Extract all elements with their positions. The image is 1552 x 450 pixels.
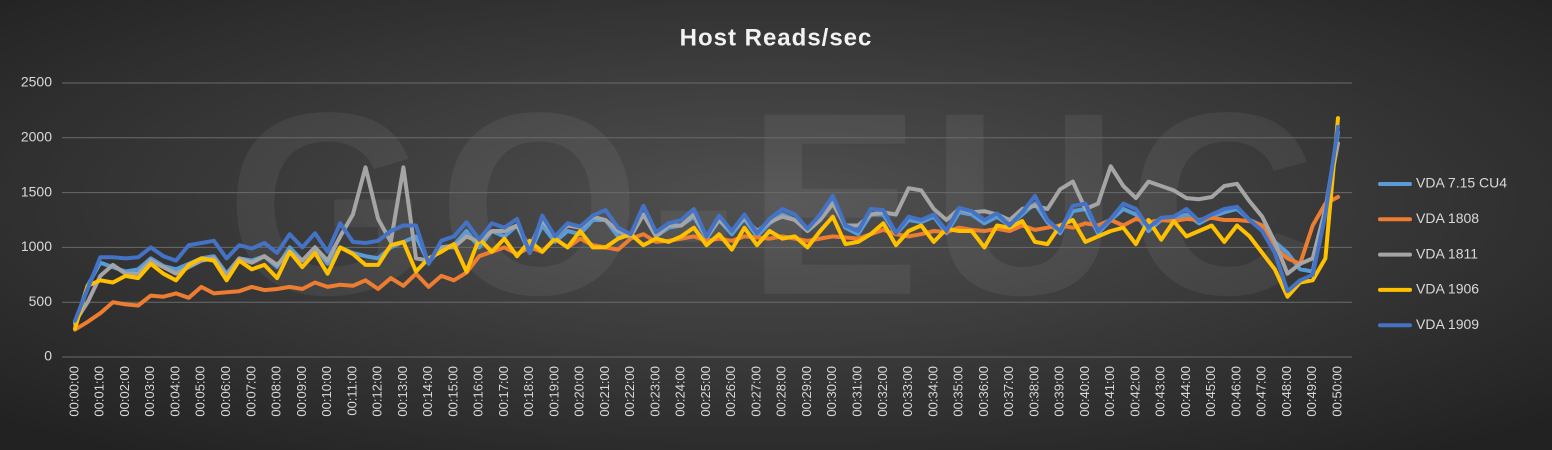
x-tick-label: 00:20:00: [572, 366, 587, 417]
x-tick-label: 00:39:00: [1052, 366, 1067, 417]
x-tick-label: 00:45:00: [1203, 366, 1218, 417]
x-tick-label: 00:50:00: [1329, 366, 1344, 417]
x-tick-label: 00:29:00: [799, 366, 814, 417]
x-tick-label: 00:30:00: [824, 366, 839, 417]
x-tick-label: 00:43:00: [1153, 366, 1168, 417]
legend-label: VDA 1808: [1416, 210, 1479, 226]
x-tick-label: 00:13:00: [395, 366, 410, 417]
x-tick-label: 00:03:00: [142, 366, 157, 417]
x-tick-label: 00:01:00: [92, 366, 107, 417]
x-tick-label: 00:00:00: [66, 366, 81, 417]
x-tick-label: 00:15:00: [445, 366, 460, 417]
x-tick-label: 00:38:00: [1026, 366, 1041, 417]
x-tick-label: 00:40:00: [1077, 366, 1092, 417]
x-tick-label: 00:12:00: [370, 366, 385, 417]
x-tick-label: 00:41:00: [1102, 366, 1117, 417]
x-tick-label: 00:48:00: [1279, 366, 1294, 417]
series-line: [73, 124, 1340, 323]
legend-label: VDA 1909: [1416, 316, 1479, 332]
y-tick-label: 1000: [21, 238, 52, 254]
x-tick-label: 00:04:00: [167, 366, 182, 417]
watermark: GO-EUC: [226, 60, 1326, 350]
x-tick-label: 00:31:00: [849, 366, 864, 417]
x-tick-label: 00:18:00: [521, 366, 536, 417]
x-tick-label: 00:22:00: [622, 366, 637, 417]
legend-label: VDA 7.15 CU4: [1416, 175, 1507, 191]
x-tick-label: 00:44:00: [1178, 366, 1193, 417]
x-tick-label: 00:06:00: [218, 366, 233, 417]
x-tick-label: 00:33:00: [900, 366, 915, 417]
x-tick-label: 00:07:00: [243, 366, 258, 417]
legend-label: VDA 1906: [1416, 281, 1479, 297]
x-tick-label: 00:36:00: [976, 366, 991, 417]
x-tick-label: 00:21:00: [597, 366, 612, 417]
x-tick-label: 00:23:00: [647, 366, 662, 417]
x-tick-label: 00:08:00: [269, 366, 284, 417]
x-tick-label: 00:11:00: [344, 366, 359, 416]
y-tick-label: 2000: [21, 129, 52, 145]
x-tick-label: 00:35:00: [951, 366, 966, 417]
y-tick-label: 2500: [21, 74, 52, 90]
x-tick-label: 00:17:00: [496, 366, 511, 417]
y-tick-label: 1500: [21, 183, 52, 199]
x-tick-label: 00:25:00: [698, 366, 713, 417]
chart-title: Host Reads/sec: [680, 24, 873, 51]
legend-label: VDA 1811: [1416, 245, 1478, 261]
x-tick-label: 00:26:00: [723, 366, 738, 417]
x-tick-label: 00:24:00: [673, 366, 688, 417]
series-line: [73, 116, 1340, 331]
x-tick-label: 00:46:00: [1228, 366, 1243, 417]
x-tick-label: 00:14:00: [420, 366, 435, 417]
x-tick-label: 00:05:00: [193, 366, 208, 417]
x-tick-label: 00:02:00: [117, 366, 132, 417]
x-tick-label: 00:19:00: [546, 366, 561, 417]
x-tick-label: 00:10:00: [319, 366, 334, 417]
x-tick-label: 00:42:00: [1127, 366, 1142, 417]
x-tick-label: 00:47:00: [1254, 366, 1269, 417]
x-tick-label: 00:49:00: [1304, 366, 1319, 417]
x-tick-label: 00:37:00: [1001, 366, 1016, 417]
x-tick-label: 00:27:00: [748, 366, 763, 417]
y-tick-label: 0: [44, 348, 52, 364]
y-tick-label: 500: [29, 293, 53, 309]
x-tick-label: 00:16:00: [471, 366, 486, 417]
x-tick-label: 00:34:00: [925, 366, 940, 417]
x-tick-label: 00:28:00: [774, 366, 789, 417]
series-line: [73, 195, 1340, 332]
x-tick-label: 00:32:00: [875, 366, 890, 417]
x-tick-label: 00:09:00: [294, 366, 309, 417]
